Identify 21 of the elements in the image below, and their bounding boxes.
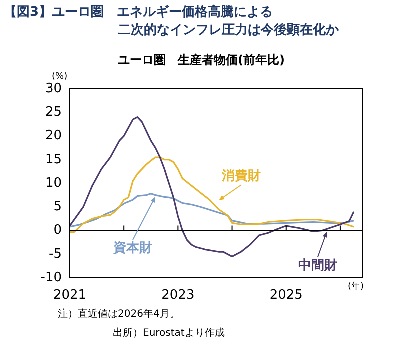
y-tick-label: -5 (49, 246, 62, 262)
y-axis-title: (%) (52, 72, 68, 82)
chart-title: 【図3】ユーロ圏 エネルギー価格高騰による二次的なインフレ圧力は今後顕在化か (4, 4, 339, 40)
y-tick-label: 0 (54, 223, 62, 238)
y-tick-label: 20 (45, 128, 62, 144)
y-tick-label: 25 (45, 105, 62, 120)
x-axis-title: (年) (348, 280, 364, 293)
text: 資本財 (112, 241, 153, 256)
x-tick-label: 2023 (162, 288, 195, 304)
y-tick-label: 10 (45, 176, 62, 191)
y-tick-label: 30 (45, 81, 62, 96)
x-tick-label: 2025 (270, 288, 303, 304)
text: 注）直近値は2026年4月。 (58, 308, 180, 321)
y-tick-label: 15 (45, 152, 62, 168)
series-label: 消費財 (220, 168, 261, 184)
y-tick-label: -10 (40, 270, 62, 286)
y-tick-label: 5 (54, 200, 62, 214)
legend-label: 中間財 (298, 258, 338, 274)
chart-subtitle: ユーロ圏 生産者物価(前年比) (117, 52, 286, 69)
x-tick-label: 2021 (53, 288, 87, 304)
text: 出所）Eurostatより作成 (113, 326, 225, 340)
